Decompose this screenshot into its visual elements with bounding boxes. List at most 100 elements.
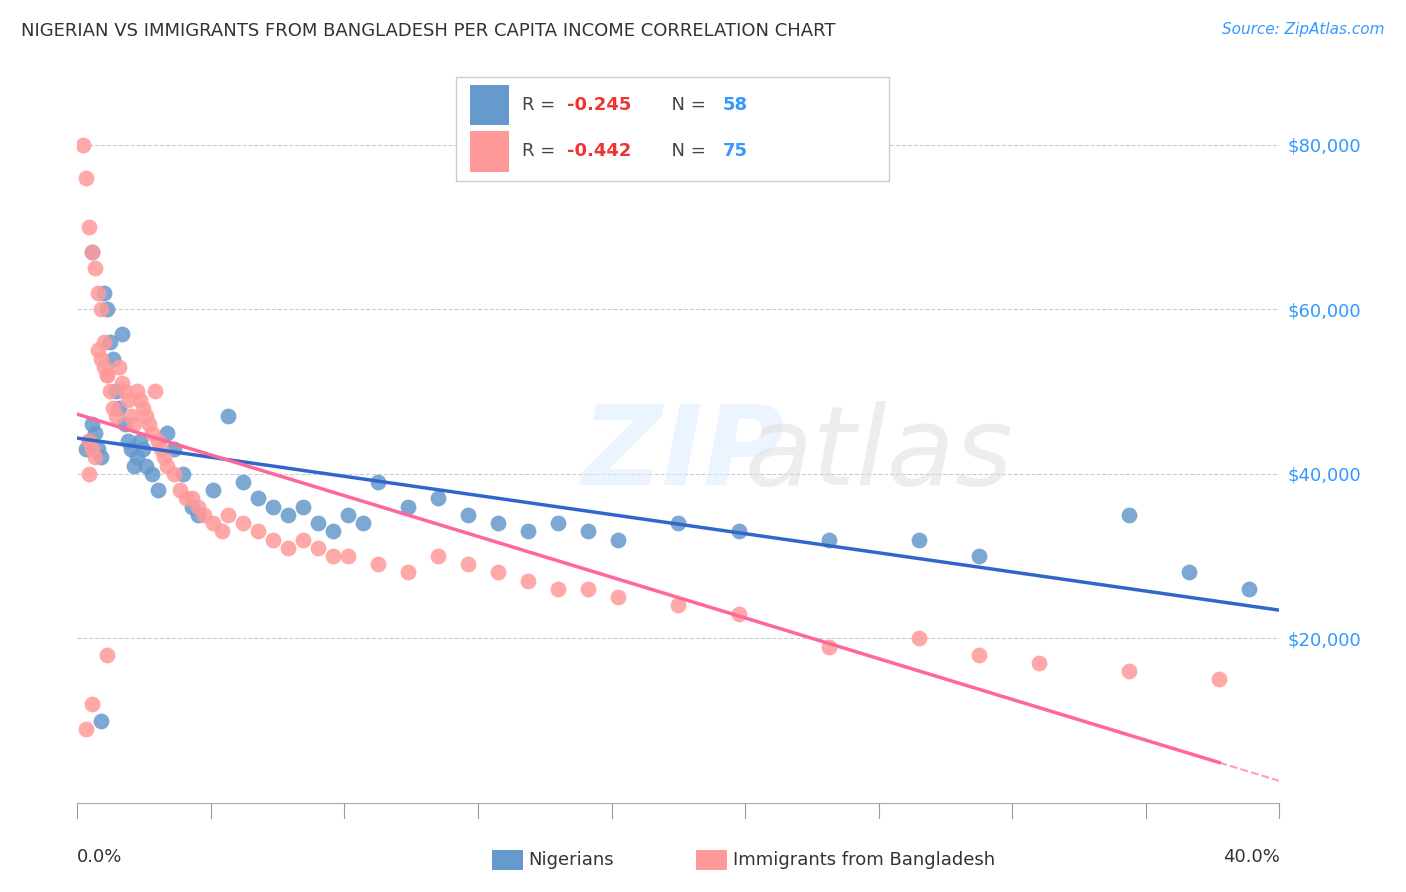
Point [217, 409, 239, 424]
Point [75, 722, 97, 736]
Point [90, 450, 112, 465]
Point [1028, 656, 1050, 670]
Point [135, 409, 157, 424]
Point [156, 458, 179, 473]
Text: Immigrants from Bangladesh: Immigrants from Bangladesh [733, 851, 994, 869]
Point [211, 524, 233, 539]
Point [291, 500, 314, 514]
Point [129, 392, 152, 407]
Point [150, 442, 173, 456]
Point [193, 508, 215, 522]
Point [108, 359, 131, 374]
Point [105, 384, 128, 399]
Point [1118, 508, 1140, 522]
Point [668, 516, 690, 530]
Text: Source: ZipAtlas.com: Source: ZipAtlas.com [1222, 22, 1385, 37]
Point [322, 524, 344, 539]
Point [114, 384, 136, 399]
Point [367, 475, 389, 489]
Text: 40.0%: 40.0% [1223, 848, 1279, 866]
Point [607, 533, 630, 547]
Point [79, 467, 101, 481]
Point [1239, 582, 1261, 596]
Bar [456, 78, 889, 181]
Point [75, 170, 97, 185]
Point [162, 442, 184, 456]
Text: NIGERIAN VS IMMIGRANTS FROM BANGLADESH PER CAPITA INCOME CORRELATION CHART: NIGERIAN VS IMMIGRANTS FROM BANGLADESH P… [21, 22, 835, 40]
Point [908, 632, 931, 646]
Point [486, 566, 509, 580]
Point [217, 508, 239, 522]
Point [84, 450, 107, 465]
Point [396, 500, 419, 514]
Point [90, 302, 112, 317]
Text: N =: N = [661, 143, 711, 161]
Point [96, 368, 118, 382]
Point [72, 137, 94, 152]
Point [367, 558, 389, 572]
Point [262, 533, 284, 547]
Point [547, 582, 569, 596]
Point [129, 434, 152, 448]
Point [427, 491, 450, 506]
Point [82, 417, 104, 432]
Point [517, 574, 540, 588]
Point [246, 491, 269, 506]
Point [93, 335, 115, 350]
Point [82, 244, 104, 259]
Point [162, 467, 184, 481]
Point [396, 566, 419, 580]
Point [336, 508, 359, 522]
Point [75, 442, 97, 456]
Point [547, 516, 569, 530]
Point [117, 434, 139, 448]
Point [108, 401, 131, 415]
Point [727, 524, 749, 539]
Point [148, 434, 170, 448]
Point [111, 376, 134, 391]
Point [727, 607, 749, 621]
Point [201, 483, 224, 498]
Point [120, 409, 142, 424]
Point [307, 516, 329, 530]
Point [100, 384, 122, 399]
Point [103, 401, 125, 415]
Point [336, 549, 359, 563]
Point [246, 524, 269, 539]
Point [174, 491, 197, 506]
Point [277, 508, 299, 522]
Text: 0.0%: 0.0% [77, 848, 122, 866]
Point [457, 508, 479, 522]
Point [93, 359, 115, 374]
Point [124, 458, 146, 473]
Point [1208, 673, 1230, 687]
Point [277, 541, 299, 555]
Point [82, 442, 104, 456]
Point [172, 467, 194, 481]
Point [668, 599, 690, 613]
Point [352, 516, 374, 530]
Point [87, 343, 110, 358]
Text: Nigerians: Nigerians [529, 851, 614, 869]
Point [93, 285, 115, 300]
Point [817, 640, 839, 654]
Text: R =: R = [522, 96, 561, 114]
Point [427, 549, 450, 563]
Point [96, 648, 118, 662]
Point [169, 483, 191, 498]
Point [457, 558, 479, 572]
Point [100, 335, 122, 350]
Point [291, 533, 314, 547]
Point [132, 442, 155, 456]
Point [307, 541, 329, 555]
Point [87, 442, 110, 456]
Text: R =: R = [522, 143, 561, 161]
Point [607, 590, 630, 604]
Point [232, 475, 254, 489]
Point [186, 508, 209, 522]
Point [135, 458, 157, 473]
Point [180, 491, 202, 506]
Point [201, 516, 224, 530]
Point [127, 450, 149, 465]
Point [156, 425, 179, 440]
